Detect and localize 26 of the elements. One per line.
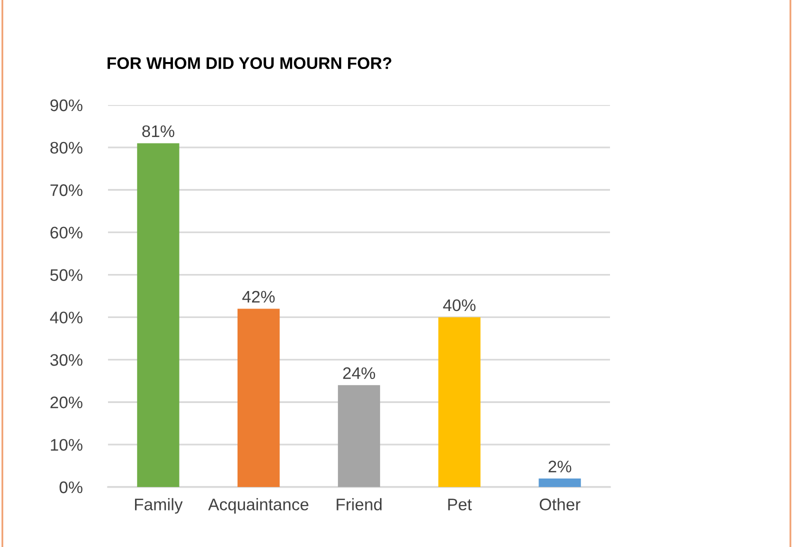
bar [137, 143, 180, 487]
y-tick-label: 20% [50, 396, 82, 408]
data-label: 42% [242, 290, 275, 303]
data-label: 81% [142, 125, 174, 138]
x-tick-label: Friend [336, 498, 382, 510]
y-tick-label: 10% [50, 438, 82, 451]
y-tick-label: 40% [50, 312, 82, 324]
bar [238, 308, 280, 487]
y-tick-label: 90% [50, 99, 82, 112]
x-tick-label: Acquaintance [208, 498, 308, 514]
bar [338, 385, 380, 487]
y-tick-label: 50% [50, 269, 82, 281]
data-label: 2% [548, 460, 572, 472]
bar [538, 478, 581, 487]
y-tick-label: 0% [60, 481, 82, 494]
data-label: 24% [343, 367, 376, 379]
y-tick-label: 60% [50, 226, 82, 239]
y-tick-label: 30% [50, 354, 82, 366]
data-label: 40% [443, 299, 476, 312]
y-tick-label: 80% [50, 142, 82, 154]
bar [438, 317, 480, 487]
x-tick-label: Pet [448, 498, 472, 510]
y-tick-label: 70% [50, 184, 82, 196]
x-tick-label: Other [540, 498, 580, 510]
x-tick-label: Family [135, 498, 183, 514]
chart-title: FOR WHOM DID YOU MOURN FOR? [108, 57, 392, 70]
